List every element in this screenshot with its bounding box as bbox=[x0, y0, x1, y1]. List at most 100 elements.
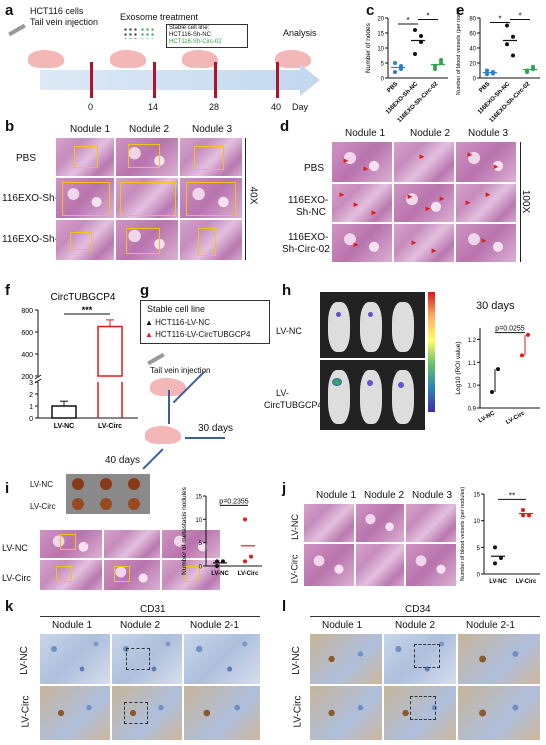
i-top-nc: LV-NC bbox=[30, 480, 53, 489]
chart-j: 0 5 10 15 LV-NC LV-Circ Number of blood vessel… bbox=[460, 487, 540, 585]
ihc-image bbox=[112, 634, 182, 684]
data-point bbox=[413, 52, 417, 56]
histology-image bbox=[116, 138, 178, 176]
day-40: 40 bbox=[271, 102, 282, 112]
ihc-image bbox=[310, 634, 382, 684]
l-col-1: Nodule 1 bbox=[322, 620, 363, 631]
i-bot-nc: LV-NC bbox=[2, 543, 28, 553]
data-point bbox=[521, 513, 525, 518]
y-tick-label: 15 bbox=[195, 495, 202, 501]
j-col-2: Nodule 2 bbox=[364, 490, 405, 501]
histology-image: ► ► bbox=[394, 224, 454, 262]
histology-image bbox=[56, 138, 114, 176]
sig-star: * bbox=[426, 12, 429, 21]
timeline-tick bbox=[214, 62, 217, 98]
ihc-image bbox=[40, 634, 110, 684]
data-point bbox=[243, 559, 247, 564]
histology-image: ► ► bbox=[456, 142, 516, 182]
chart-h: 0.9 1.0 1.1 1.2 LV-NC LV-Circ Log10 (ROI value… bbox=[455, 326, 540, 426]
mouse-icon bbox=[275, 50, 311, 68]
p-value: p=0.2355 bbox=[219, 498, 248, 505]
y-tick-label: 15 bbox=[473, 493, 480, 499]
p-value: p=0.0255 bbox=[495, 326, 524, 333]
mouse-icon bbox=[28, 50, 64, 68]
sig-star: * bbox=[518, 12, 521, 21]
a-cells-line1: HCT116 cells bbox=[30, 6, 84, 16]
k-row-nc: LV-NC bbox=[18, 646, 30, 675]
g-30days: 30 days bbox=[198, 423, 234, 434]
g-arrow bbox=[168, 390, 170, 424]
timeline-tick bbox=[276, 62, 279, 98]
y-tick-label: 3 bbox=[29, 380, 33, 387]
l-title: CD34 bbox=[405, 604, 431, 615]
h-row-nc: LV-NC bbox=[276, 326, 302, 336]
sig-star: ** bbox=[509, 491, 515, 500]
bar bbox=[51, 405, 77, 419]
histology-image bbox=[356, 504, 404, 542]
data-point bbox=[485, 68, 489, 73]
panel-label-c: c bbox=[366, 2, 375, 19]
panel-label-d: d bbox=[280, 118, 290, 135]
data-point bbox=[520, 353, 524, 358]
k-col-3: Nodule 2-1 bbox=[190, 620, 239, 631]
g-item-nc: ▲ HCT116-LV-NC bbox=[145, 318, 210, 327]
y-tick-label: 600 bbox=[21, 330, 33, 337]
histology-image: ► ► bbox=[332, 142, 392, 182]
y-tick-label: 0 bbox=[477, 573, 481, 579]
y-tick-label: 40 bbox=[469, 47, 476, 53]
d-col-1: Nodule 1 bbox=[345, 128, 386, 139]
sig-star: * bbox=[498, 15, 501, 24]
d-row-pbs: PBS bbox=[304, 163, 325, 174]
exosome-green-icon bbox=[140, 27, 154, 39]
data-point bbox=[243, 517, 247, 522]
x-tick-label: 116EXO-Sh-Circ-02 bbox=[489, 81, 532, 123]
j-row-nc: LV-NC bbox=[289, 514, 300, 540]
panel-label-b: b bbox=[5, 118, 15, 135]
ihc-image bbox=[184, 634, 260, 684]
k-col-1: Nodule 1 bbox=[52, 620, 93, 631]
panel-label-i: i bbox=[5, 480, 10, 497]
histology-image: ► ► ► bbox=[332, 184, 392, 222]
histology-image: ► bbox=[332, 224, 392, 262]
data-point bbox=[511, 34, 515, 39]
histology-image bbox=[104, 530, 160, 558]
ihc-image bbox=[458, 686, 540, 740]
histology-image bbox=[104, 560, 160, 590]
x-tick-label: PBS bbox=[478, 81, 491, 94]
ihc-image bbox=[384, 634, 456, 684]
panel-label-j: j bbox=[282, 480, 287, 497]
histology-image bbox=[406, 544, 456, 586]
panel-label-e: e bbox=[456, 2, 465, 19]
y-tick-label: 5 bbox=[477, 546, 481, 552]
day-0: 0 bbox=[88, 102, 94, 112]
x-tick-label: LV-NC bbox=[478, 410, 497, 424]
bar bbox=[97, 325, 123, 377]
y-tick-label: 5 bbox=[199, 541, 203, 547]
ihc-image bbox=[458, 634, 540, 684]
data-point bbox=[439, 58, 443, 62]
histology-image bbox=[162, 530, 220, 558]
data-point bbox=[511, 53, 515, 58]
data-point bbox=[527, 513, 531, 518]
histology-image bbox=[40, 530, 102, 558]
y-tick-label: 20 bbox=[469, 62, 476, 68]
y-tick-label: 0 bbox=[29, 416, 33, 423]
y-tick-label: 1.2 bbox=[468, 338, 477, 344]
x-tick-label: LV-NC bbox=[489, 579, 507, 585]
y-tick-label: 10 bbox=[195, 518, 202, 524]
y-tick-label: 200 bbox=[21, 374, 33, 381]
histology-image bbox=[304, 544, 354, 586]
d-row-circ-1: 116EXO- bbox=[288, 232, 329, 243]
y-tick-label: 400 bbox=[21, 352, 33, 359]
histology-image: ► ► ► bbox=[394, 184, 454, 222]
chart-i: 0 5 10 15 LV-NC LV-Circ Number of metastasis n… bbox=[181, 486, 262, 577]
d-mag-bar bbox=[520, 142, 521, 262]
data-point bbox=[493, 545, 497, 550]
data-point bbox=[525, 70, 529, 74]
mouse-icon bbox=[110, 50, 146, 68]
g-item-circ: ▲ HCT116-LV-CircTUBGCP4 bbox=[145, 330, 251, 339]
ihc-image bbox=[112, 686, 182, 740]
data-point bbox=[521, 508, 525, 512]
x-tick-label: LV-NC bbox=[54, 423, 74, 430]
k-row-circ: LV-Circ bbox=[20, 695, 32, 728]
